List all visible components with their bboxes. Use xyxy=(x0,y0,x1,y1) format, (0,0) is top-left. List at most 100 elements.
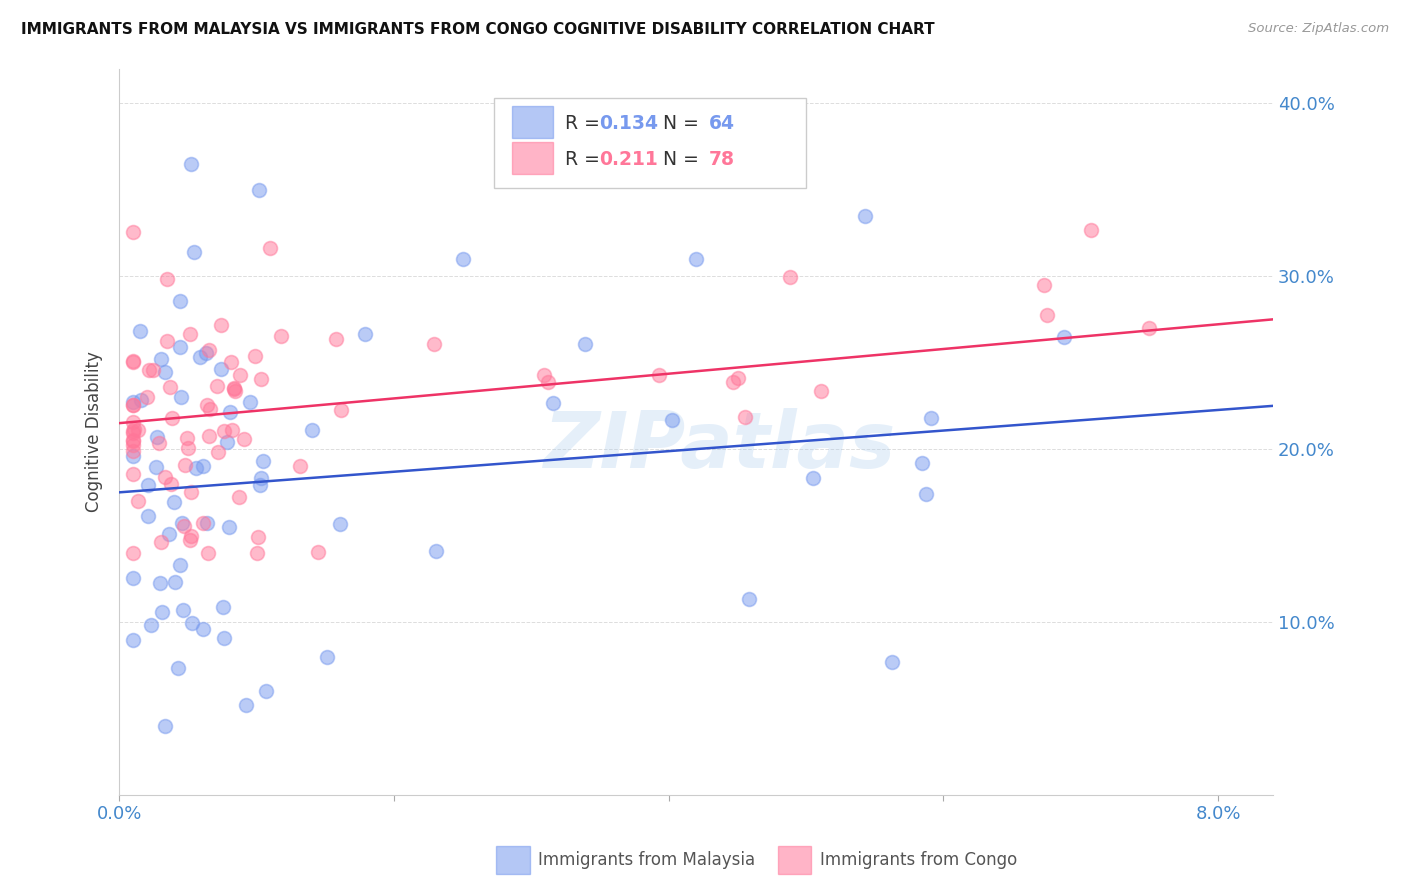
Point xyxy=(122,546,145,560)
Point xyxy=(246,546,269,560)
Point xyxy=(329,403,352,417)
Point xyxy=(354,327,377,342)
Point xyxy=(537,375,560,389)
Point xyxy=(150,351,173,366)
Point xyxy=(180,616,202,631)
Point xyxy=(247,530,270,544)
Point xyxy=(188,350,211,364)
Point xyxy=(163,495,186,509)
Point xyxy=(145,460,167,475)
Point xyxy=(1032,277,1054,292)
Y-axis label: Cognitive Disability: Cognitive Disability xyxy=(86,351,103,512)
Point xyxy=(685,252,707,266)
Point xyxy=(727,371,749,385)
Point xyxy=(249,477,271,491)
Point xyxy=(159,379,181,393)
Point xyxy=(138,363,160,377)
Point xyxy=(155,719,177,733)
Point xyxy=(229,368,252,382)
Point xyxy=(543,396,565,410)
Point xyxy=(127,493,149,508)
Point xyxy=(146,430,169,444)
Point xyxy=(180,484,202,499)
Point xyxy=(423,336,446,351)
Text: N =: N = xyxy=(651,150,704,169)
Text: Immigrants from Malaysia: Immigrants from Malaysia xyxy=(538,851,755,869)
Point xyxy=(163,575,186,590)
Point xyxy=(155,365,177,379)
Point xyxy=(136,478,159,492)
Point xyxy=(142,363,165,377)
Point xyxy=(180,156,202,170)
Point xyxy=(160,477,183,491)
Point xyxy=(198,343,221,357)
Point xyxy=(250,471,273,485)
Point xyxy=(148,436,170,450)
Point xyxy=(157,527,180,541)
Point xyxy=(122,571,145,585)
Point xyxy=(122,449,145,463)
Point xyxy=(198,429,221,443)
Point xyxy=(221,423,243,437)
Text: IMMIGRANTS FROM MALAYSIA VS IMMIGRANTS FROM CONGO COGNITIVE DISABILITY CORRELATI: IMMIGRANTS FROM MALAYSIA VS IMMIGRANTS F… xyxy=(21,22,935,37)
Point xyxy=(160,411,183,425)
Point xyxy=(156,272,179,286)
Point xyxy=(810,384,832,398)
Point xyxy=(228,490,250,504)
Point xyxy=(122,425,145,440)
Point xyxy=(853,209,876,223)
Point xyxy=(153,470,176,484)
Point xyxy=(1053,330,1076,344)
Point xyxy=(1036,308,1059,322)
FancyBboxPatch shape xyxy=(512,142,553,174)
Point xyxy=(915,487,938,501)
Point xyxy=(179,327,201,342)
Point xyxy=(191,458,214,473)
Text: Immigrants from Congo: Immigrants from Congo xyxy=(820,851,1017,869)
Point xyxy=(307,544,329,558)
Point xyxy=(325,333,347,347)
Text: N =: N = xyxy=(651,113,704,133)
Point xyxy=(131,392,153,407)
Point xyxy=(170,516,193,530)
Point xyxy=(574,336,596,351)
Text: ZIPatlas: ZIPatlas xyxy=(543,409,896,484)
Point xyxy=(209,361,232,376)
Point xyxy=(738,592,761,607)
Point xyxy=(150,606,173,620)
Point xyxy=(122,425,145,439)
Point xyxy=(179,533,201,547)
Point xyxy=(122,395,145,409)
FancyBboxPatch shape xyxy=(512,105,553,137)
Point xyxy=(167,661,190,675)
Point xyxy=(195,398,218,412)
Point xyxy=(233,433,256,447)
Point xyxy=(212,599,235,614)
Point xyxy=(122,398,145,412)
Point xyxy=(207,444,229,458)
Point xyxy=(122,438,145,452)
Point xyxy=(195,516,218,531)
Text: 0.134: 0.134 xyxy=(599,113,658,133)
Point xyxy=(1080,223,1102,237)
Point xyxy=(122,633,145,648)
Point xyxy=(316,650,339,665)
Point xyxy=(250,372,273,386)
Point xyxy=(122,434,145,448)
Point xyxy=(172,602,194,616)
Point xyxy=(222,382,245,396)
Point xyxy=(183,245,205,260)
Point xyxy=(222,381,245,395)
Point xyxy=(247,183,270,197)
Text: R =: R = xyxy=(565,150,606,169)
Point xyxy=(451,252,474,266)
Point xyxy=(122,433,145,447)
Point xyxy=(139,617,162,632)
Point xyxy=(173,519,195,533)
Point xyxy=(218,405,240,419)
Point xyxy=(252,454,274,468)
FancyBboxPatch shape xyxy=(495,97,806,188)
Point xyxy=(122,398,145,412)
Point xyxy=(122,354,145,368)
Point xyxy=(288,458,311,473)
